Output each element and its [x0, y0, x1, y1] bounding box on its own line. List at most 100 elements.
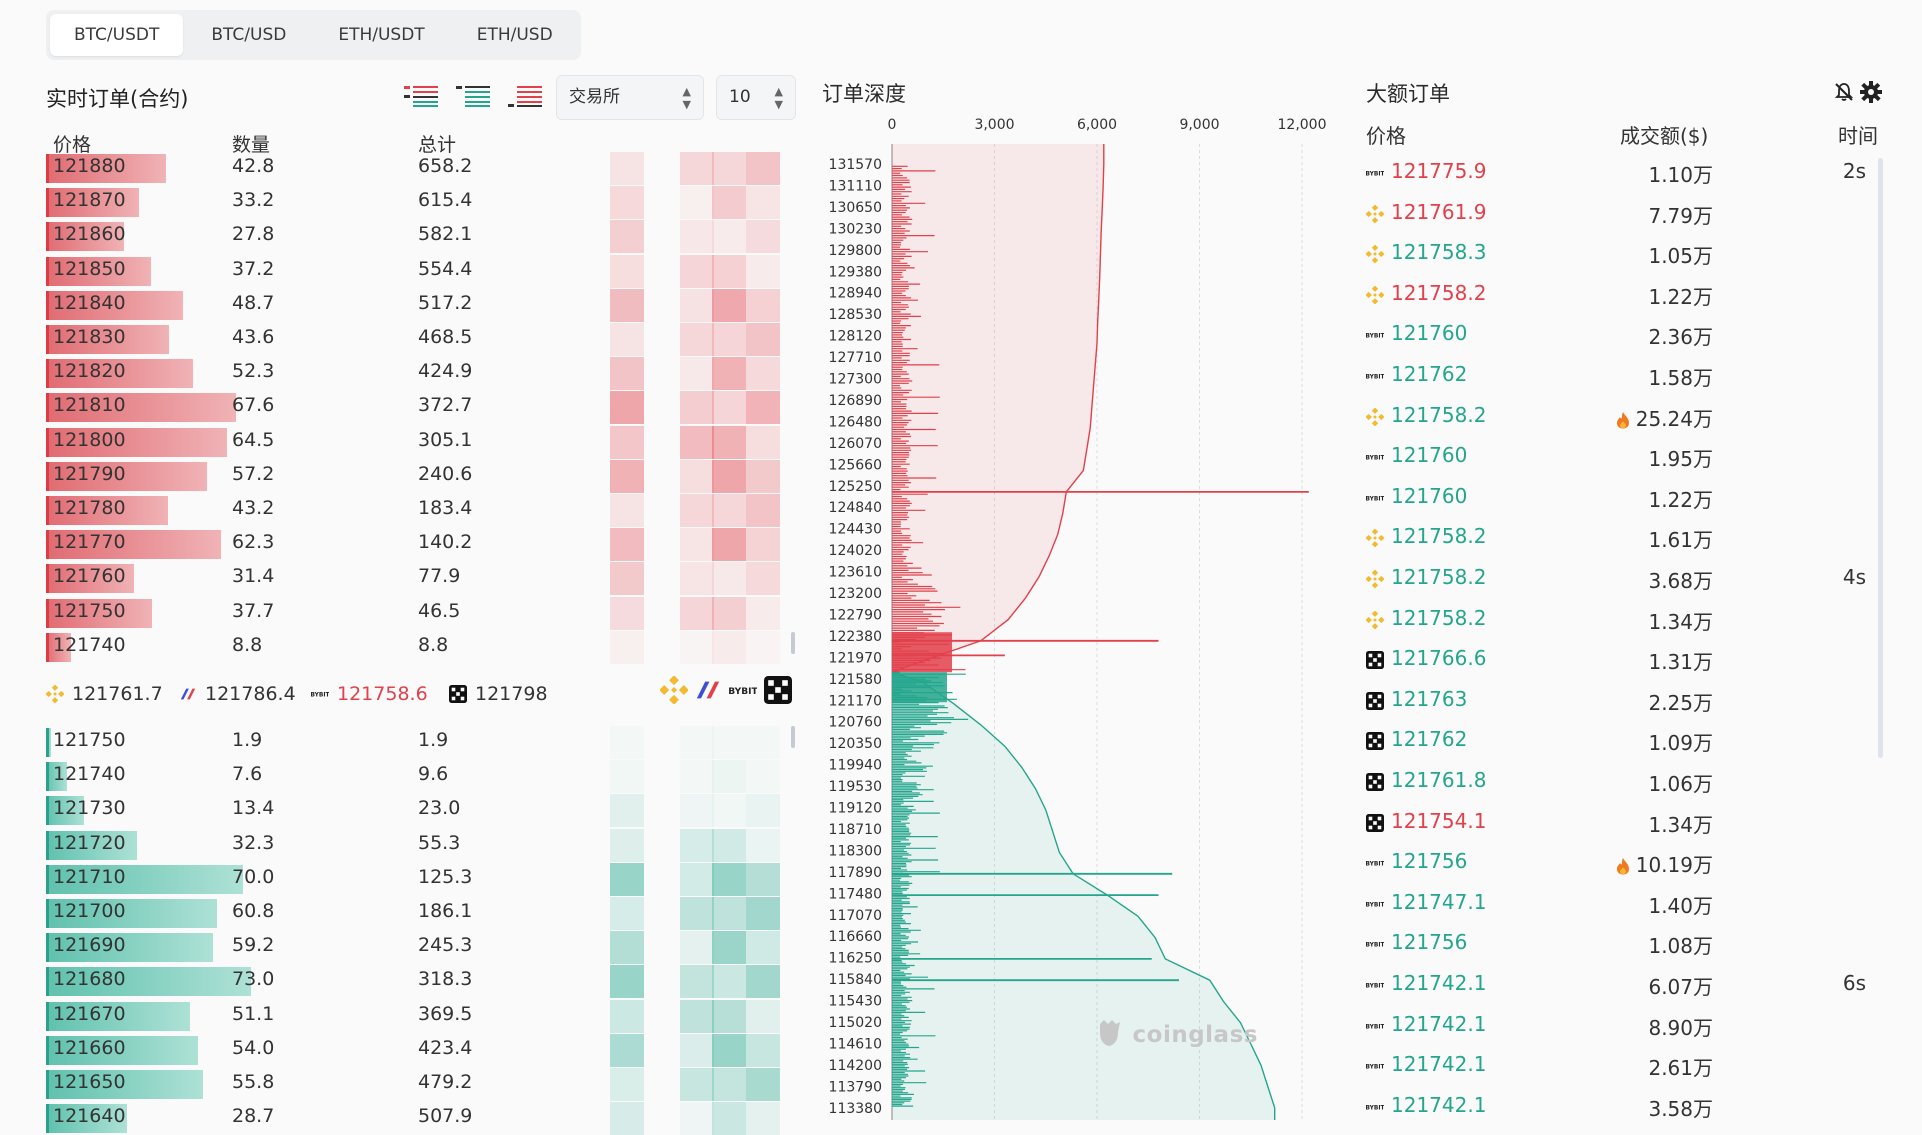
orderbook-row[interactable]: 121860 27.8 582.1	[46, 220, 796, 254]
big-order-row[interactable]: 121761.9 7.79万	[1365, 193, 1886, 233]
big-order-amount: 1.22万	[1468, 281, 1713, 310]
filter-binance-chip[interactable]	[659, 675, 690, 706]
big-order-row[interactable]: BYBIT 121760 2.36万	[1366, 314, 1886, 354]
big-order-row[interactable]: 121754.1 1.34万	[1366, 802, 1886, 842]
orderbook-row[interactable]: 121840 48.7 517.2	[46, 288, 796, 322]
orderbook-row[interactable]: 121760 31.4 77.9	[46, 562, 796, 596]
big-order-row[interactable]: 121758.2 1.22万	[1365, 274, 1886, 314]
big-order-amount: 3.68万	[1468, 565, 1713, 594]
filter-bitmex-chip[interactable]	[694, 676, 724, 706]
tab-btc-usd[interactable]: BTC/USD	[211, 25, 287, 45]
big-order-row[interactable]: BYBIT 121760 1.22万	[1366, 477, 1886, 517]
orderbook-row[interactable]: 121780 43.2 183.4	[46, 494, 796, 527]
view-bids-icon[interactable]	[456, 85, 490, 107]
big-order-row[interactable]: BYBIT 121756 10.19万	[1366, 842, 1886, 882]
bybit-icon: BYBIT	[1366, 902, 1385, 908]
big-order-row[interactable]: 121766.6 1.31万	[1366, 639, 1886, 679]
orderbook-row[interactable]: 121830 43.6 468.5	[46, 323, 796, 356]
big-order-row[interactable]: BYBIT 121742.1 3.58万	[1366, 1086, 1886, 1126]
orderbook-row[interactable]: 121750 37.7 46.5	[46, 596, 796, 630]
okx-exchange	[1366, 773, 1384, 791]
gear-icon[interactable]	[1860, 81, 1882, 103]
heatmap-cell	[746, 254, 780, 288]
price-label: 120350	[829, 736, 882, 752]
big-order-price: 121742.1	[1391, 1052, 1487, 1077]
heatmap-cell	[746, 562, 780, 596]
qty-bar-edge	[46, 325, 49, 354]
orderbook-row[interactable]: 121650 55.8 479.2	[46, 1068, 796, 1101]
big-order-amount: 1.31万	[1468, 646, 1713, 675]
big-order-row[interactable]: 121762 1.09万	[1366, 720, 1886, 760]
orderbook-row[interactable]: 121750 1.9 1.9	[46, 726, 796, 759]
big-order-row[interactable]: BYBIT 121742.1 6.07万 6s	[1366, 964, 1886, 1004]
filter-bybit-chip[interactable]: BYBIT	[728, 676, 759, 706]
big-orders-scrollbar[interactable]	[1878, 158, 1883, 758]
orderbook-row[interactable]: 121810 67.6 372.7	[46, 391, 796, 425]
orderbook-row[interactable]: 121710 70.0 125.3	[46, 862, 796, 896]
orderbook-row[interactable]: 121880 42.8 658.2	[46, 152, 796, 185]
orderbook-row[interactable]: 121680 73.0 318.3	[46, 965, 796, 999]
filter-okx-chip[interactable]	[764, 676, 794, 706]
price-label: 125660	[829, 457, 882, 473]
heatmap-scrollbar-lower[interactable]	[791, 726, 795, 748]
orderbook-row[interactable]: 121800 64.5 305.1	[46, 425, 796, 459]
big-order-row[interactable]: 121758.2 25.24万	[1365, 396, 1886, 436]
view-both-sides-icon[interactable]	[404, 85, 438, 107]
orderbook-row[interactable]: 121740 8.8 8.8	[46, 630, 796, 664]
big-order-row[interactable]: BYBIT 121775.9 1.10万 2s	[1366, 152, 1886, 192]
orderbook-row[interactable]: 121740 7.6 9.6	[46, 760, 796, 794]
big-order-row[interactable]: 121761.8 1.06万	[1366, 761, 1886, 801]
orderbook-row[interactable]: 121700 60.8 186.1	[46, 897, 796, 930]
big-order-row[interactable]: 121758.3 1.05万	[1365, 233, 1886, 273]
row-price: 121740	[53, 763, 126, 786]
fire-icon	[1616, 411, 1629, 429]
bybit-exchange: BYBIT	[1366, 489, 1385, 507]
big-order-row[interactable]: 121763 2.25万	[1366, 680, 1886, 720]
price-label: 118300	[829, 843, 882, 859]
heatmap-cell	[712, 828, 746, 862]
big-order-row[interactable]: BYBIT 121756 1.08万	[1366, 923, 1886, 963]
orderbook-row[interactable]: 121690 59.2 245.3	[46, 931, 796, 965]
qty-bar	[46, 325, 169, 354]
big-order-amount: 7.79万	[1468, 200, 1713, 229]
orderbook-row[interactable]: 121720 32.3 55.3	[46, 828, 796, 862]
col-header-qty: 数量	[232, 134, 271, 156]
big-order-row[interactable]: BYBIT 121760 1.95万	[1366, 436, 1886, 476]
big-order-row[interactable]: BYBIT 121762 1.58万	[1366, 355, 1886, 395]
big-order-amount-value: 2.61万	[1648, 1056, 1713, 1081]
big-order-row[interactable]: 121758.2 1.61万	[1365, 517, 1886, 557]
orderbook-row[interactable]: 121850 37.2 554.4	[46, 254, 796, 288]
bell-off-icon[interactable]	[1834, 82, 1854, 102]
orderbook-row[interactable]: 121670 51.1 369.5	[46, 999, 796, 1033]
orderbook-row[interactable]: 121770 62.3 140.2	[46, 528, 796, 562]
tab-eth-usd[interactable]: ETH/USD	[476, 25, 553, 45]
heatmap-cell	[680, 862, 714, 896]
row-qty: 73.0	[232, 968, 275, 991]
tab-btc-usdt[interactable]: BTC/USDT	[50, 14, 184, 56]
bybit-exchange: BYBIT	[1366, 935, 1385, 953]
orderbook-row[interactable]: 121640 28.7 507.9	[46, 1102, 796, 1135]
binance-icon	[1365, 569, 1385, 589]
orderbook-row[interactable]: 121730 13.4 23.0	[46, 794, 796, 828]
okx-exchange	[1366, 732, 1384, 751]
big-order-row[interactable]: BYBIT 121742.1 8.90万	[1366, 1005, 1886, 1045]
orderbook-row[interactable]: 121790 57.2 240.6	[46, 459, 796, 493]
big-order-row[interactable]: 121758.2 1.34万	[1365, 599, 1886, 639]
orderbook-row[interactable]: 121870 33.2 615.4	[46, 186, 796, 220]
depth-select[interactable]: 10 ▲ ▼	[716, 75, 796, 120]
orderbook-row[interactable]: 121660 54.0 423.4	[46, 1033, 796, 1067]
row-qty: 1.9	[232, 729, 263, 751]
row-price: 121870	[53, 189, 126, 212]
price-label: 124430	[829, 522, 882, 538]
big-order-row[interactable]: BYBIT 121742.1 2.61万	[1366, 1045, 1886, 1085]
bybit-icon: BYBIT	[1366, 334, 1385, 340]
orderbook-row[interactable]: 121820 52.3 424.9	[46, 357, 796, 391]
big-order-row[interactable]: BYBIT 121747.1 1.40万	[1366, 883, 1886, 923]
binance-icon	[659, 675, 689, 705]
heatmap-scrollbar[interactable]	[791, 632, 795, 654]
big-order-row[interactable]: 121758.2 3.68万 4s	[1365, 558, 1886, 598]
view-asks-icon[interactable]	[508, 85, 542, 107]
tab-eth-usdt[interactable]: ETH/USDT	[338, 25, 425, 45]
row-total: 305.1	[418, 428, 473, 451]
exchange-select[interactable]: 交易所 ▲ ▼	[556, 75, 704, 120]
